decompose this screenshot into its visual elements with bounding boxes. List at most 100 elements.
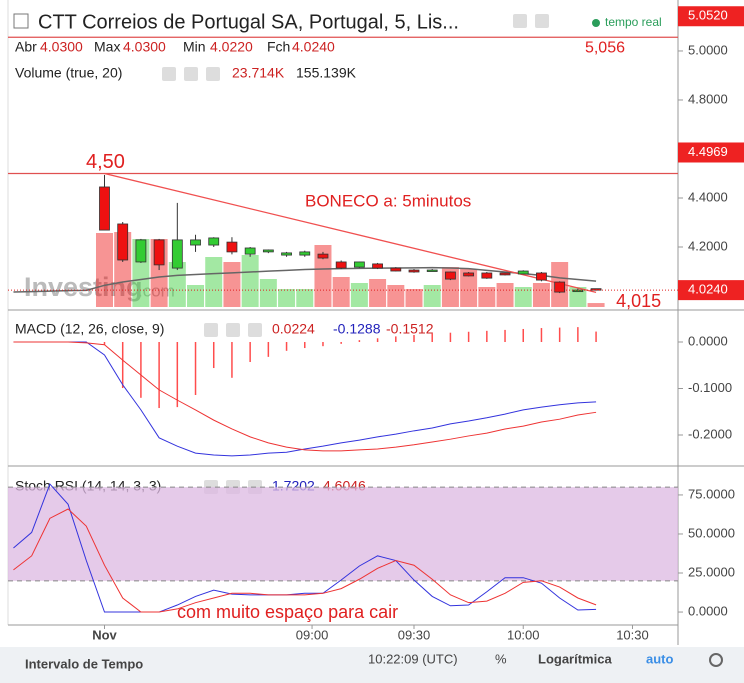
volume-bar <box>223 262 241 307</box>
candle-body <box>390 267 402 272</box>
stoch-d-line <box>13 508 597 613</box>
candle-body <box>190 239 201 246</box>
volume-bar <box>496 283 514 307</box>
candle-body <box>117 223 129 261</box>
y-tick-label: 75.0000 <box>688 486 735 501</box>
candle-body <box>335 261 347 269</box>
x-tick-label: 10:00 <box>507 627 540 642</box>
volume-bar <box>350 283 368 307</box>
volume-label: Volume (true, 20) <box>15 65 122 81</box>
volume-ma-line <box>13 266 597 293</box>
volume-bar <box>532 283 550 307</box>
auto-toggle[interactable]: auto <box>646 651 674 666</box>
volume-bar <box>259 279 277 307</box>
volume-bar <box>387 285 405 307</box>
volume-bar <box>314 245 332 307</box>
y-tick-label: 4.8000 <box>688 91 728 106</box>
candle-body <box>281 252 292 256</box>
candle-body <box>463 272 475 277</box>
candle-body <box>481 272 493 279</box>
clock: 10:22:09 (UTC) <box>368 651 458 666</box>
candle-body <box>554 281 566 293</box>
macd-readout: -0.1288 <box>333 321 381 337</box>
live-status: tempo real <box>605 15 662 29</box>
percent-toggle[interactable]: % <box>495 651 507 666</box>
ohlc-label: Max <box>94 39 120 55</box>
candle-body <box>99 186 110 231</box>
y-tick-label: 50.0000 <box>688 525 735 540</box>
live-dot <box>592 19 600 27</box>
watermark: Investing <box>24 272 143 302</box>
volume-bar <box>514 287 532 307</box>
ohlc-label: Min <box>183 39 206 55</box>
macd-line <box>13 341 597 457</box>
y-tick-label: 4.2000 <box>688 238 728 253</box>
volume-bar <box>460 269 478 307</box>
candle-body <box>426 269 438 272</box>
x-tick-label: 10:30 <box>616 627 649 642</box>
symbol-icon[interactable] <box>13 13 29 29</box>
y-tick-label: -0.2000 <box>688 426 732 441</box>
ohlc-value: 4.0220 <box>210 39 253 55</box>
volume-ma-readout: 155.139K <box>296 65 357 81</box>
axis-label: 4.4969 <box>688 144 728 159</box>
candle-body <box>353 261 365 268</box>
trendline-label: 4,015 <box>616 291 661 311</box>
candle-body <box>244 247 256 255</box>
watermark: .com <box>138 281 175 300</box>
axis-label: 4.0240 <box>688 282 728 297</box>
x-tick-label: 09:30 <box>398 627 431 642</box>
x-tick-label: 09:00 <box>296 627 329 642</box>
y-tick-label: 25.0000 <box>688 564 735 579</box>
macd-hist-readout: 0.0224 <box>272 321 315 337</box>
eye-icon[interactable] <box>204 323 218 337</box>
y-tick-label: 0.0000 <box>688 333 728 348</box>
signal-line <box>13 341 597 452</box>
volume-bar <box>587 303 605 307</box>
close-icon[interactable] <box>248 323 262 337</box>
axis-label-box <box>678 280 744 301</box>
volume-bar <box>332 277 350 307</box>
candle-body <box>153 239 165 266</box>
chart-title: CTT Correios de Portugal SA, Portugal, 5… <box>38 11 459 33</box>
axis-label: 5.0520 <box>688 8 728 23</box>
candle-body <box>299 251 311 256</box>
annotation: com muito espaço para cair <box>177 602 398 622</box>
settings-icon[interactable] <box>184 67 198 81</box>
log-toggle[interactable]: Logarítmica <box>538 651 612 666</box>
ohlc-label: Abr <box>15 39 37 55</box>
volume-bar <box>241 255 259 307</box>
candle-body <box>408 269 420 273</box>
candle-body <box>536 272 547 281</box>
volume-bar <box>187 285 205 307</box>
band-fill <box>8 487 678 581</box>
volume-bar <box>478 287 496 307</box>
eye-icon[interactable] <box>513 14 527 28</box>
axis-label-box <box>678 142 744 163</box>
volume-bar <box>205 257 223 307</box>
candle-body <box>262 249 274 253</box>
settings-icon[interactable] <box>226 323 240 337</box>
candle-body <box>372 263 383 269</box>
price-line-label: 5,056 <box>585 39 625 56</box>
gear-icon[interactable] <box>709 653 723 667</box>
y-tick-label: 0.0000 <box>688 603 728 618</box>
candle-body <box>208 237 220 246</box>
y-tick-label: 5.0000 <box>688 42 728 57</box>
volume-bar <box>423 285 441 307</box>
y-tick-label: 4.4000 <box>688 189 728 204</box>
volume-bar <box>278 289 296 307</box>
interval-button[interactable]: Intervalo de Tempo <box>25 656 143 671</box>
eye-icon[interactable] <box>162 67 176 81</box>
settings-icon[interactable] <box>535 14 549 28</box>
close-icon[interactable] <box>206 67 220 81</box>
price-line-label: 4,50 <box>86 151 125 173</box>
candle-body <box>517 270 529 275</box>
volume-bar <box>296 289 314 307</box>
ohlc-value: 4.0300 <box>123 39 166 55</box>
annotation: BONECO a: 5minutos <box>305 191 471 210</box>
stoch-k-line <box>13 483 597 613</box>
candle-body <box>499 272 511 276</box>
